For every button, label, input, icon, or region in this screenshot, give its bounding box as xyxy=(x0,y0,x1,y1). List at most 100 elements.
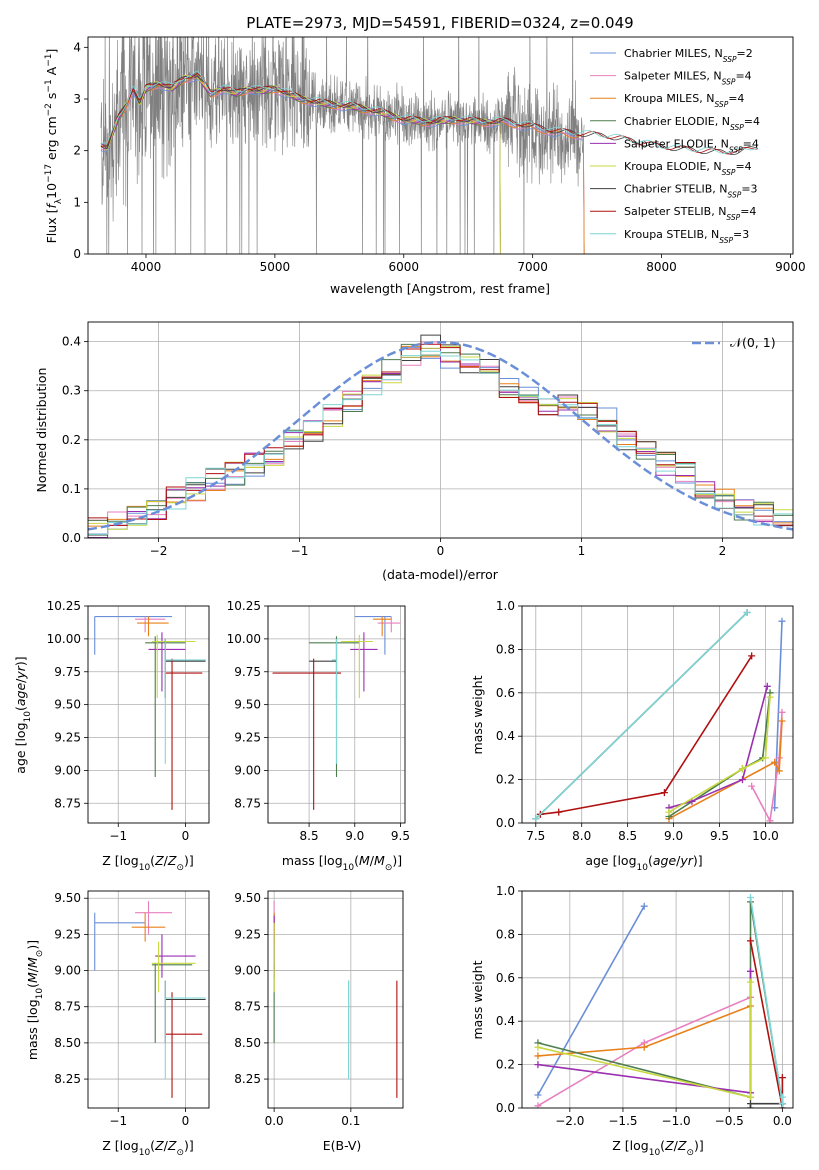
y-tick-label: 2 xyxy=(73,144,81,158)
panel-residuals: −2 −1 0 1 2 0.0 0.1 0.2 0.3 0.4 𝒩(0, 1) (data-model… xyxy=(34,321,794,582)
y-tick-label: 8.75 xyxy=(54,1000,81,1014)
y-tick-label: 8.50 xyxy=(234,1036,261,1050)
x-axis-label: E(B-V) xyxy=(323,1138,362,1153)
legend-label-salpeter-miles: Salpeter MILES, NSSP=4 xyxy=(624,70,752,87)
weight-marker-kroupa-stelib xyxy=(778,1093,786,1101)
x-axis-label: Z [log10(Z/Z⊙)] xyxy=(102,853,194,873)
weight-marker-kroupa-miles xyxy=(778,717,786,725)
y-tick-label: 8.75 xyxy=(234,796,261,810)
y-tick-label: 0.8 xyxy=(496,642,515,656)
panel-age-weight: 7.5 8.0 8.5 9.0 9.5 10.0 0.0 0.2 0.4 0.6 0.8 1.0 age… xyxy=(470,599,794,873)
panel-z-weight: −2.0 −1.5 −1.0 −0.5 0.0 0.0 0.2 0.4 0.6 0.8 1.0 Z [… xyxy=(470,884,794,1158)
y-tick-label: 0.0 xyxy=(496,816,515,830)
plot-area-ebv-mass xyxy=(268,891,403,1108)
weight-marker-kroupa-elodie xyxy=(761,754,769,762)
x-axis-label: Z [log10(Z/Z⊙)] xyxy=(102,1138,194,1158)
panel-ebv-mass: 0.0 0.1 8.25 8.50 8.75 9.00 9.25 9.50 E(B-V) xyxy=(234,890,404,1153)
weight-marker-salpeter-stelib xyxy=(660,789,668,797)
panel-mass-age: 8.5 9.0 9.5 8.75 9.00 9.25 9.50 9.75 10.00 10.25 m… xyxy=(227,599,410,873)
x-tick-label: 10.0 xyxy=(752,829,779,843)
x-tick-label: 8.5 xyxy=(300,829,319,843)
x-tick-label: 9.5 xyxy=(710,829,729,843)
weight-marker-kroupa-miles xyxy=(640,1043,648,1051)
x-tick-label: −1.5 xyxy=(608,1114,637,1128)
x-tick-label: −2 xyxy=(150,544,168,558)
y-axis-label: mass weight xyxy=(470,960,485,1039)
x-tick-label: 1 xyxy=(578,544,586,558)
y-tick-label: 8.75 xyxy=(54,796,81,810)
panel-spectrum: 4000 5000 6000 7000 8000 9000 0 1 2 3 4 Chabrier MI… xyxy=(44,36,806,296)
weight-marker-salpeter-stelib xyxy=(778,1074,786,1082)
figure-title: PLATE=2973, MJD=54591, FIBERID=0324, z=0… xyxy=(246,14,633,32)
x-tick-label: −1 xyxy=(109,829,127,843)
y-tick-label: 9.50 xyxy=(54,891,81,905)
y-tick-label: 0.6 xyxy=(496,686,515,700)
axes-frame-mass-age xyxy=(267,605,406,824)
y-tick-label: 9.00 xyxy=(54,763,81,777)
weight-marker-chabrier-miles xyxy=(640,902,648,910)
y-tick-label: 1 xyxy=(73,195,81,209)
weight-marker-kroupa-stelib xyxy=(778,1100,786,1108)
weight-marker-kroupa-elodie xyxy=(766,693,774,701)
hist-kroupa-stelib xyxy=(88,350,793,535)
x-tick-label: 5000 xyxy=(260,260,291,274)
weight-marker-chabrier-miles xyxy=(778,617,786,625)
axes-frame-age-weight xyxy=(521,605,794,824)
x-tick-label: 9.0 xyxy=(345,829,364,843)
legend-label-salpeter-stelib: Salpeter STELIB, NSSP=4 xyxy=(624,205,756,222)
axes-frame-z-weight xyxy=(521,890,794,1109)
axes-frame-ebv-mass xyxy=(267,890,404,1109)
weight-marker-salpeter-miles xyxy=(766,817,774,823)
weight-marker-salpeter-stelib xyxy=(748,652,756,660)
y-tick-label: 0.3 xyxy=(62,384,81,398)
weight-marker-kroupa-elodie xyxy=(746,978,754,986)
y-tick-label: 9.00 xyxy=(54,964,81,978)
plot-area-z-weight xyxy=(522,891,793,1108)
weight-marker-kroupa-miles xyxy=(534,1052,542,1060)
y-tick-label: 0.1 xyxy=(62,482,81,496)
y-tick-label: 9.75 xyxy=(54,665,81,679)
x-tick-label: −2.0 xyxy=(555,1114,584,1128)
model-line-kroupa-stelib xyxy=(100,70,758,154)
y-tick-label: 1.0 xyxy=(496,599,515,613)
spectrum-data-line xyxy=(100,37,585,254)
spectrum-legend: Chabrier MILES, NSSP=2 Salpeter MILES, NS… xyxy=(590,47,760,244)
weight-line-salpeter-stelib xyxy=(749,940,784,1108)
panel-z-mass: −1 0 8.25 8.50 8.75 9.00 9.25 9.50 Z [log10(Z/Z⊙… xyxy=(25,890,210,1158)
y-tick-label: 9.50 xyxy=(234,698,261,712)
x-tick-label: 7.5 xyxy=(526,829,545,843)
weight-marker-kroupa-stelib xyxy=(532,815,540,823)
y-tick-label: 10.00 xyxy=(227,632,261,646)
y-tick-label: 9.75 xyxy=(234,665,261,679)
x-tick-label: 8.0 xyxy=(572,829,591,843)
weight-line-salpeter-stelib xyxy=(540,655,753,816)
weight-marker-salpeter-miles xyxy=(534,1102,542,1108)
x-axis-label: (data-model)/error xyxy=(382,567,499,582)
legend-label-normal: 𝒩(0, 1) xyxy=(730,335,776,350)
y-axis-label: mass [log10(M/M⊙)] xyxy=(25,940,45,1060)
x-tick-label: 0.0 xyxy=(773,1114,792,1128)
x-tick-label: 8000 xyxy=(646,260,677,274)
weight-marker-kroupa-miles xyxy=(775,767,783,775)
plot-area-spectrum xyxy=(100,37,758,254)
x-tick-label: 2 xyxy=(719,544,727,558)
weight-line-kroupa-elodie xyxy=(668,697,771,813)
x-tick-label: 6000 xyxy=(388,260,419,274)
y-tick-label: 0.6 xyxy=(496,971,515,985)
weight-marker-salpeter-stelib xyxy=(555,808,563,816)
plot-area-age-weight xyxy=(522,606,793,823)
weight-marker-salpeter-elodie xyxy=(763,682,771,690)
y-tick-label: 10.25 xyxy=(47,599,81,613)
weight-marker-kroupa-miles xyxy=(771,758,779,766)
y-tick-label: 8.25 xyxy=(54,1072,81,1086)
y-tick-label: 0.2 xyxy=(496,773,515,787)
weight-line-chabrier-stelib xyxy=(749,1102,783,1108)
weight-marker-kroupa-stelib xyxy=(743,609,751,617)
weight-marker-chabrier-miles xyxy=(534,1091,542,1099)
y-tick-label: 0.4 xyxy=(496,729,515,743)
weight-marker-kroupa-elodie xyxy=(534,1043,542,1051)
axes-frame-spectrum xyxy=(87,36,794,255)
legend-label-kroupa-miles: Kroupa MILES, NSSP=4 xyxy=(624,92,744,109)
x-axis-label: age [log10(age/yr)] xyxy=(585,853,702,873)
panel-z-age: −1 0 8.75 9.00 9.25 9.50 9.75 10.00 10.25 Z [log1… xyxy=(13,599,210,873)
